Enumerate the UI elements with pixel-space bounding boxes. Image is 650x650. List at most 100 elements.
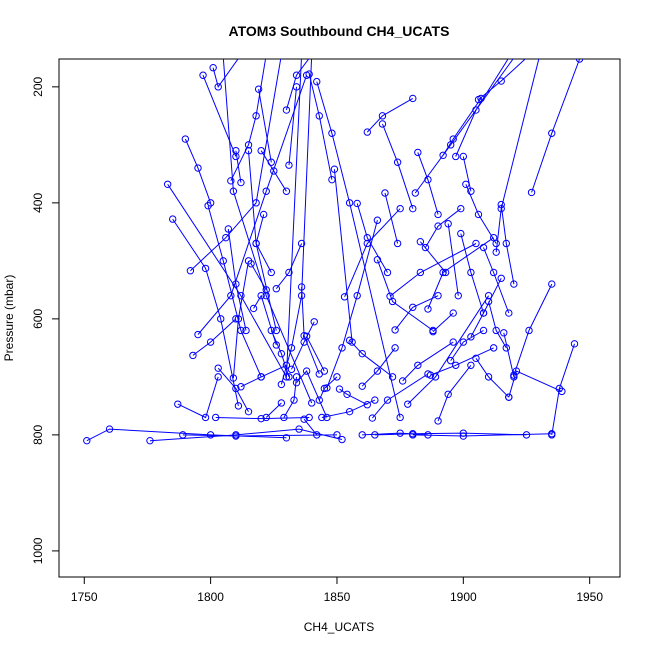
profile-line: [190, 59, 282, 272]
profile-line: [270, 330, 290, 378]
data-point: [479, 309, 488, 317]
profile-line: [240, 364, 287, 388]
data-point: [257, 146, 265, 155]
data-point: [416, 238, 425, 246]
profile-series: [424, 233, 498, 313]
data-point: [414, 148, 422, 157]
data-point: [262, 413, 270, 422]
data-point: [421, 243, 430, 252]
chart-title: ATOM3 Southbound CH4_UCATS: [229, 23, 450, 39]
profile-line: [217, 367, 249, 412]
profile-line: [488, 301, 507, 349]
data-point: [194, 164, 202, 172]
profile-line: [306, 336, 325, 372]
profile-series: [457, 229, 488, 317]
data-point: [179, 431, 187, 439]
profile-series: [548, 340, 579, 439]
data-point: [414, 361, 422, 369]
data-point: [457, 229, 465, 238]
profile-line: [177, 376, 219, 419]
profile-series: [358, 344, 399, 390]
profile-line: [394, 295, 439, 331]
profile-line: [258, 89, 272, 163]
data-point: [282, 106, 291, 114]
data-point: [232, 315, 240, 323]
profile-series: [252, 210, 275, 277]
profile-line: [427, 237, 494, 310]
data-point: [330, 165, 339, 173]
data-point: [345, 407, 354, 416]
x-axis-label: CH4_UCATS: [304, 620, 374, 634]
data-point: [404, 400, 412, 408]
profile-series: [280, 373, 301, 422]
data-point: [267, 268, 275, 277]
data-point: [345, 336, 354, 345]
data-point: [292, 378, 301, 387]
data-point: [252, 112, 260, 120]
data-point: [204, 202, 212, 210]
data-point: [444, 390, 452, 398]
profile-line: [500, 204, 515, 285]
data-point: [257, 291, 265, 300]
data-point: [368, 414, 377, 422]
profile-series: [381, 189, 402, 248]
data-point: [345, 199, 354, 207]
profile-series: [267, 326, 293, 381]
data-point: [434, 291, 442, 300]
data-point: [505, 393, 513, 401]
data-point: [214, 373, 222, 381]
data-point: [472, 106, 480, 114]
data-point: [201, 264, 210, 273]
data-point: [459, 432, 468, 440]
profile-series: [313, 77, 404, 422]
data-point: [249, 304, 258, 313]
data-point: [169, 215, 177, 223]
profile-series: [194, 71, 311, 339]
profile-line: [316, 81, 401, 418]
data-point: [492, 248, 500, 256]
profile-line: [197, 75, 308, 335]
profile-line: [296, 370, 328, 418]
data-point: [189, 351, 197, 360]
data-point: [474, 210, 483, 219]
profile-line: [465, 184, 497, 244]
profile-line: [280, 59, 313, 385]
data-point: [285, 161, 293, 169]
data-point: [429, 327, 437, 336]
data-point: [353, 199, 361, 208]
profile-line: [384, 192, 399, 244]
profile-line: [192, 318, 237, 356]
data-point: [285, 268, 293, 277]
profile-series: [414, 148, 442, 219]
profile-line: [318, 376, 338, 401]
data-point: [439, 151, 447, 159]
profile-series: [421, 204, 465, 252]
data-point: [287, 344, 296, 352]
data-point: [227, 177, 235, 185]
profile-series: [232, 146, 245, 187]
profile-series: [373, 256, 437, 335]
data-point: [472, 239, 480, 248]
profile-line: [288, 86, 297, 166]
data-point: [525, 326, 533, 335]
profile-line: [301, 286, 320, 375]
data-point: [219, 257, 227, 265]
data-point: [452, 361, 460, 369]
data-point: [244, 141, 253, 149]
data-point: [232, 146, 240, 155]
profile-line: [172, 218, 239, 406]
data-point: [424, 175, 432, 184]
data-point: [358, 382, 366, 390]
profile-series: [272, 239, 306, 293]
data-point: [388, 373, 397, 381]
data-point: [234, 402, 243, 410]
data-point: [338, 435, 346, 444]
profile-line: [412, 433, 552, 437]
profile-line: [447, 223, 459, 296]
profile-series: [510, 280, 556, 379]
data-point: [174, 400, 182, 408]
data-point: [267, 326, 275, 335]
profile-line: [460, 233, 484, 314]
profile-series: [462, 180, 500, 248]
profile-line: [402, 341, 454, 382]
